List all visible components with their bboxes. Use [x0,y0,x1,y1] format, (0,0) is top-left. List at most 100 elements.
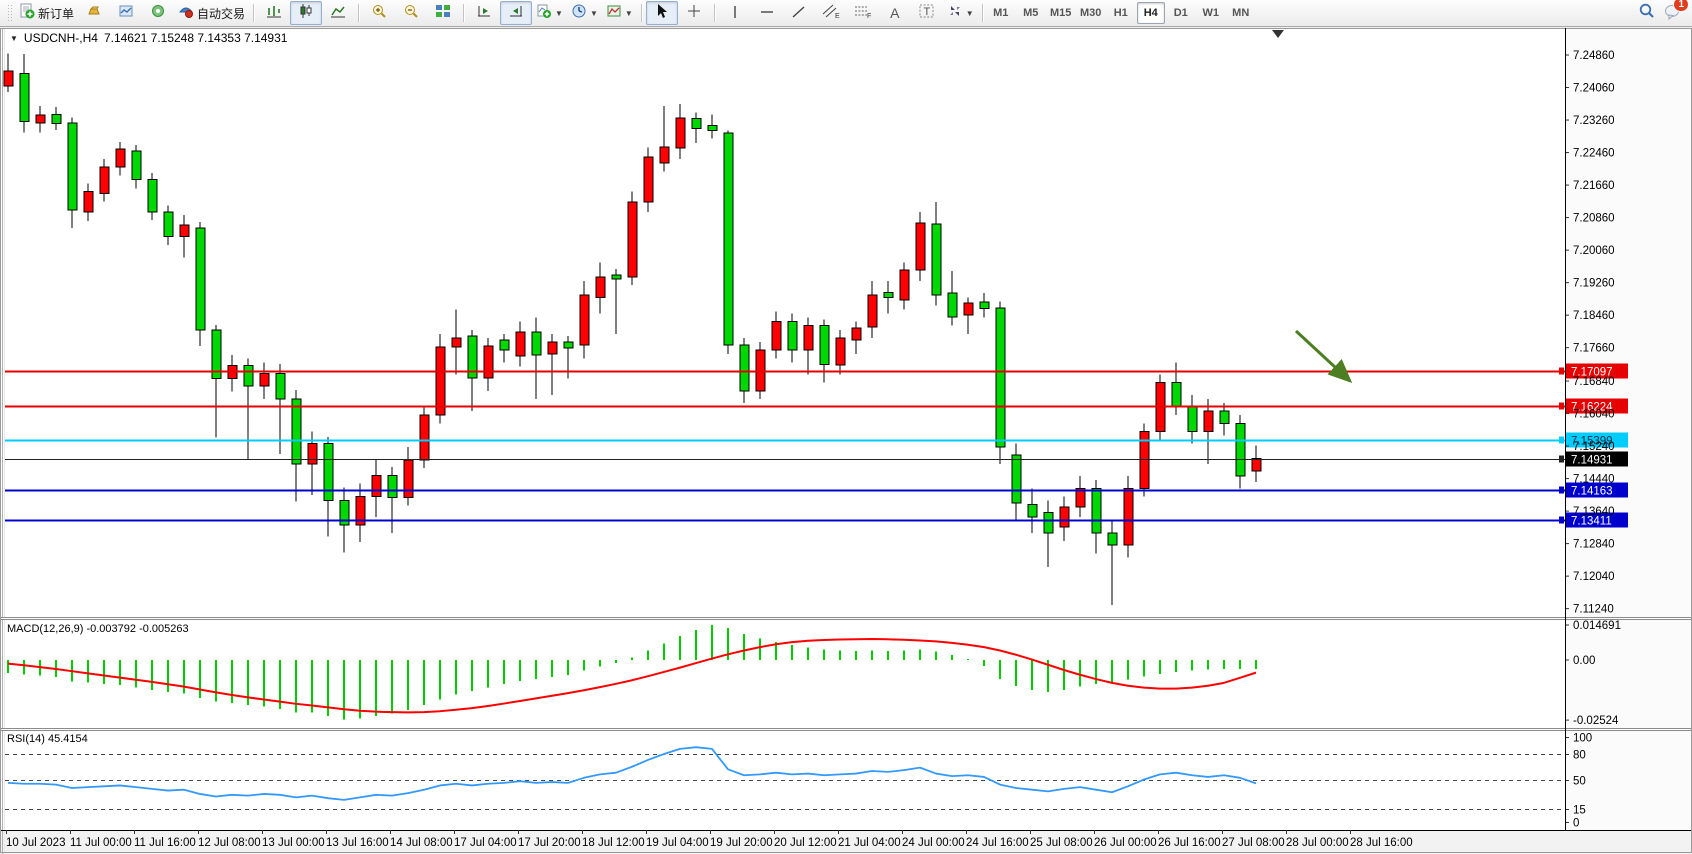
periods-button[interactable]: ▼ [567,1,602,25]
auto-trading-label: 自动交易 [197,6,246,21]
timeframe-mn-button[interactable]: MN [1232,7,1250,19]
vertical-line-tool-button[interactable] [719,1,751,25]
timeframe-m5-button[interactable]: M5 [1023,7,1039,19]
toolbar-separator [640,4,642,22]
new-order-button[interactable]: 新订单 [15,1,78,25]
chevron-down-icon: ▼ [965,8,974,18]
timeframe-m15-button[interactable]: M15 [1050,7,1072,19]
svg-text:100: 100 [1573,733,1592,745]
zoom-out-button[interactable] [395,1,427,25]
horizontal-line-tool-button[interactable] [751,1,783,25]
svg-text:7.20060: 7.20060 [1573,245,1615,257]
chart-shift-button[interactable] [500,1,533,25]
auto-trading-button[interactable]: 自动交易 [174,1,249,25]
auto-scroll-button[interactable] [468,1,500,25]
line-chart-icon [330,3,346,24]
toolbar-separator [463,4,465,22]
new-order-label: 新订单 [38,6,75,21]
toolbar-separator [713,4,715,22]
svg-text:50: 50 [1573,776,1586,788]
svg-text:10 Jul 2023: 10 Jul 2023 [6,837,65,849]
text-tool-button[interactable]: A [879,1,911,25]
svg-text:7.14163: 7.14163 [1571,486,1613,498]
signal-icon [150,3,166,24]
line-chart-mode-button[interactable] [322,1,354,25]
svg-text:7.24860: 7.24860 [1573,50,1615,62]
svg-text:7.16224: 7.16224 [1571,402,1613,414]
channel-tool-button[interactable]: E [815,1,847,25]
timeframe-m1-button[interactable]: M1 [993,7,1009,19]
fibo-suffix: F [867,13,871,19]
toolbar-separator [358,4,360,22]
label-tool-icon: T [918,3,936,24]
timeframe-group: M1 M5 M15 M30 H1 H4 D1 W1 MN [987,2,1255,24]
toolbar: 新订单 自动交易 [0,0,1692,27]
svg-text:7.11240: 7.11240 [1573,604,1614,616]
svg-text:28 Jul 16:00: 28 Jul 16:00 [1350,837,1413,849]
svg-text:25 Jul 08:00: 25 Jul 08:00 [1030,837,1093,849]
timeframe-w1-button[interactable]: W1 [1202,7,1219,19]
svg-text:17 Jul 20:00: 17 Jul 20:00 [518,837,581,849]
gold-button[interactable] [78,1,110,25]
timeframe-h4-button[interactable]: H4 [1136,2,1165,24]
bar-chart-icon [266,3,282,24]
bar-chart-mode-button[interactable] [258,1,290,25]
svg-text:7.23260: 7.23260 [1573,115,1615,127]
svg-text:21 Jul 04:00: 21 Jul 04:00 [838,837,901,849]
label-tool-letter: T [923,6,930,18]
tile-windows-button[interactable] [427,1,459,25]
svg-text:7.24060: 7.24060 [1573,83,1615,95]
toolbar-drag-handle[interactable] [7,4,12,22]
svg-text:7.16840: 7.16840 [1573,376,1615,388]
svg-text:0: 0 [1573,818,1579,830]
trendline-tool-button[interactable] [783,1,815,25]
indicators-button[interactable]: ▼ [532,1,567,25]
svg-text:13 Jul 00:00: 13 Jul 00:00 [262,837,325,849]
notification-badge: 1 [1673,0,1689,12]
search-icon[interactable] [1638,2,1656,25]
fibonacci-icon: F [854,3,872,24]
svg-text:24 Jul 16:00: 24 Jul 16:00 [966,837,1029,849]
svg-text:7.16040: 7.16040 [1573,409,1615,421]
svg-text:17 Jul 04:00: 17 Jul 04:00 [454,837,517,849]
svg-text:12 Jul 08:00: 12 Jul 08:00 [198,837,261,849]
market-watch-button[interactable] [110,1,142,25]
svg-text:7.17660: 7.17660 [1573,343,1615,355]
timeframe-h1-button[interactable]: H1 [1113,7,1128,19]
svg-text:80: 80 [1573,750,1586,762]
text-tool-icon: A [890,5,900,21]
signals-button[interactable] [142,1,174,25]
svg-text:7.22460: 7.22460 [1573,148,1615,160]
templates-button[interactable]: ▼ [602,1,637,25]
candlestick-mode-button[interactable] [290,1,323,25]
chevron-down-icon: ▼ [589,8,598,18]
svg-text:14 Jul 08:00: 14 Jul 08:00 [390,837,453,849]
toolbar-separator [981,4,983,22]
crosshair-icon [686,3,702,24]
crosshair-tool-button[interactable] [678,1,710,25]
chart-title[interactable]: ▼ USDCNH-,H4 7.14621 7.15248 7.14353 7.1… [10,31,287,45]
arrows-tool-button[interactable]: ▼ [943,1,978,25]
symbol-period-label: USDCNH-,H4 [23,31,98,45]
svg-text:24 Jul 00:00: 24 Jul 00:00 [902,837,965,849]
svg-text:7.13640: 7.13640 [1573,506,1615,518]
candlestick-icon [298,3,314,24]
toolbar-right-group: 1 [1638,0,1689,25]
vertical-line-icon [727,4,743,22]
symbol-dropdown-icon[interactable]: ▼ [10,33,18,43]
chart-window-icon [118,3,134,24]
fibonacci-tool-button[interactable]: F [847,1,879,25]
auto-trading-icon [178,3,194,24]
label-tool-button[interactable]: T [911,1,943,25]
notifications-button[interactable]: 1 [1664,0,1689,25]
svg-text:28 Jul 00:00: 28 Jul 00:00 [1286,837,1349,849]
zoom-in-button[interactable] [363,1,395,25]
timeframe-d1-button[interactable]: D1 [1173,7,1188,19]
cursor-tool-button[interactable] [645,1,678,25]
timeframe-m30-button[interactable]: M30 [1080,7,1102,19]
new-order-icon [19,3,35,24]
macd-indicator-label: MACD(12,26,9) -0.003792 -0.005263 [7,623,189,635]
channel-suffix: E [835,13,840,19]
